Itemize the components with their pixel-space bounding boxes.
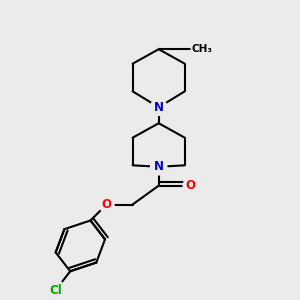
Text: Cl: Cl	[49, 284, 62, 297]
Circle shape	[183, 178, 198, 193]
Circle shape	[99, 197, 114, 212]
Text: N: N	[154, 101, 164, 114]
Circle shape	[151, 99, 167, 116]
Text: CH₃: CH₃	[192, 44, 213, 54]
Circle shape	[151, 159, 167, 175]
Circle shape	[46, 280, 65, 300]
Text: O: O	[101, 198, 112, 211]
Circle shape	[191, 38, 213, 60]
Text: O: O	[186, 179, 196, 192]
Text: N: N	[154, 160, 164, 173]
